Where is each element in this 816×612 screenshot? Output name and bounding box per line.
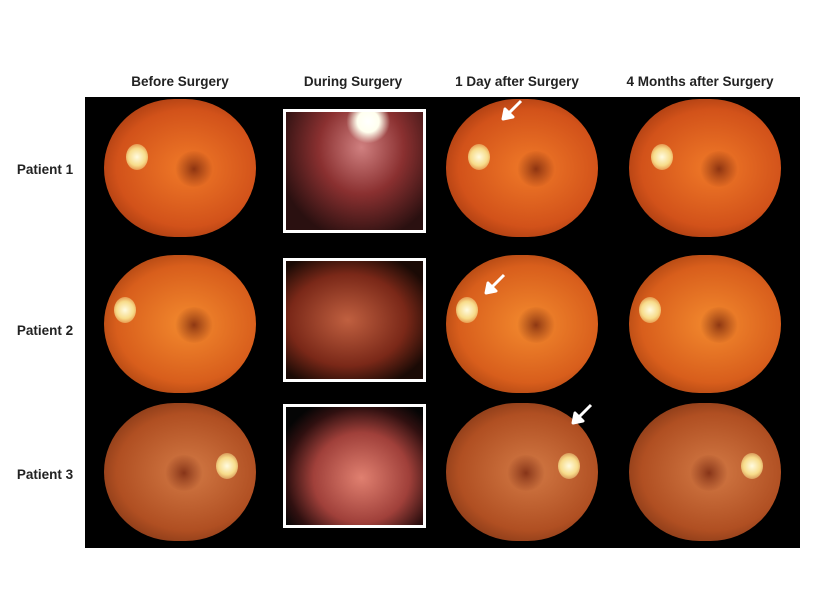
surgery-image <box>283 109 426 233</box>
arrow-icon <box>484 273 506 295</box>
optic-disc <box>468 144 490 170</box>
row-header-patient-1: Patient 1 <box>16 162 74 177</box>
macula <box>174 151 214 187</box>
column-header-during: During Surgery <box>303 74 403 89</box>
arrow-icon <box>571 403 593 425</box>
fundus-image <box>104 99 256 237</box>
optic-disc <box>558 453 580 479</box>
macula <box>164 455 204 491</box>
optic-disc <box>651 144 673 170</box>
column-header-before: Before Surgery <box>131 74 229 89</box>
surgery-image <box>283 258 426 382</box>
optic-disc <box>126 144 148 170</box>
macula <box>699 151 739 187</box>
macula <box>506 455 546 491</box>
fundus-image <box>446 99 598 237</box>
macula <box>689 455 729 491</box>
optic-disc <box>639 297 661 323</box>
row-header-patient-2: Patient 2 <box>16 323 74 338</box>
column-header-1day: 1 Day after Surgery <box>455 74 579 89</box>
arrow-icon <box>501 99 523 121</box>
fundus-image <box>446 403 598 541</box>
fundus-image <box>104 403 256 541</box>
optic-disc <box>741 453 763 479</box>
fundus-image <box>104 255 256 393</box>
fundus-image <box>629 403 781 541</box>
fundus-image <box>629 255 781 393</box>
column-header-4months: 4 Months after Surgery <box>626 74 774 89</box>
macula <box>174 307 214 343</box>
surgery-image <box>283 404 426 528</box>
macula <box>516 307 556 343</box>
row-header-patient-3: Patient 3 <box>16 467 74 482</box>
macula <box>516 151 556 187</box>
optic-disc <box>456 297 478 323</box>
optic-disc <box>114 297 136 323</box>
optic-disc <box>216 453 238 479</box>
macula <box>699 307 739 343</box>
fundus-image <box>446 255 598 393</box>
fundus-image <box>629 99 781 237</box>
